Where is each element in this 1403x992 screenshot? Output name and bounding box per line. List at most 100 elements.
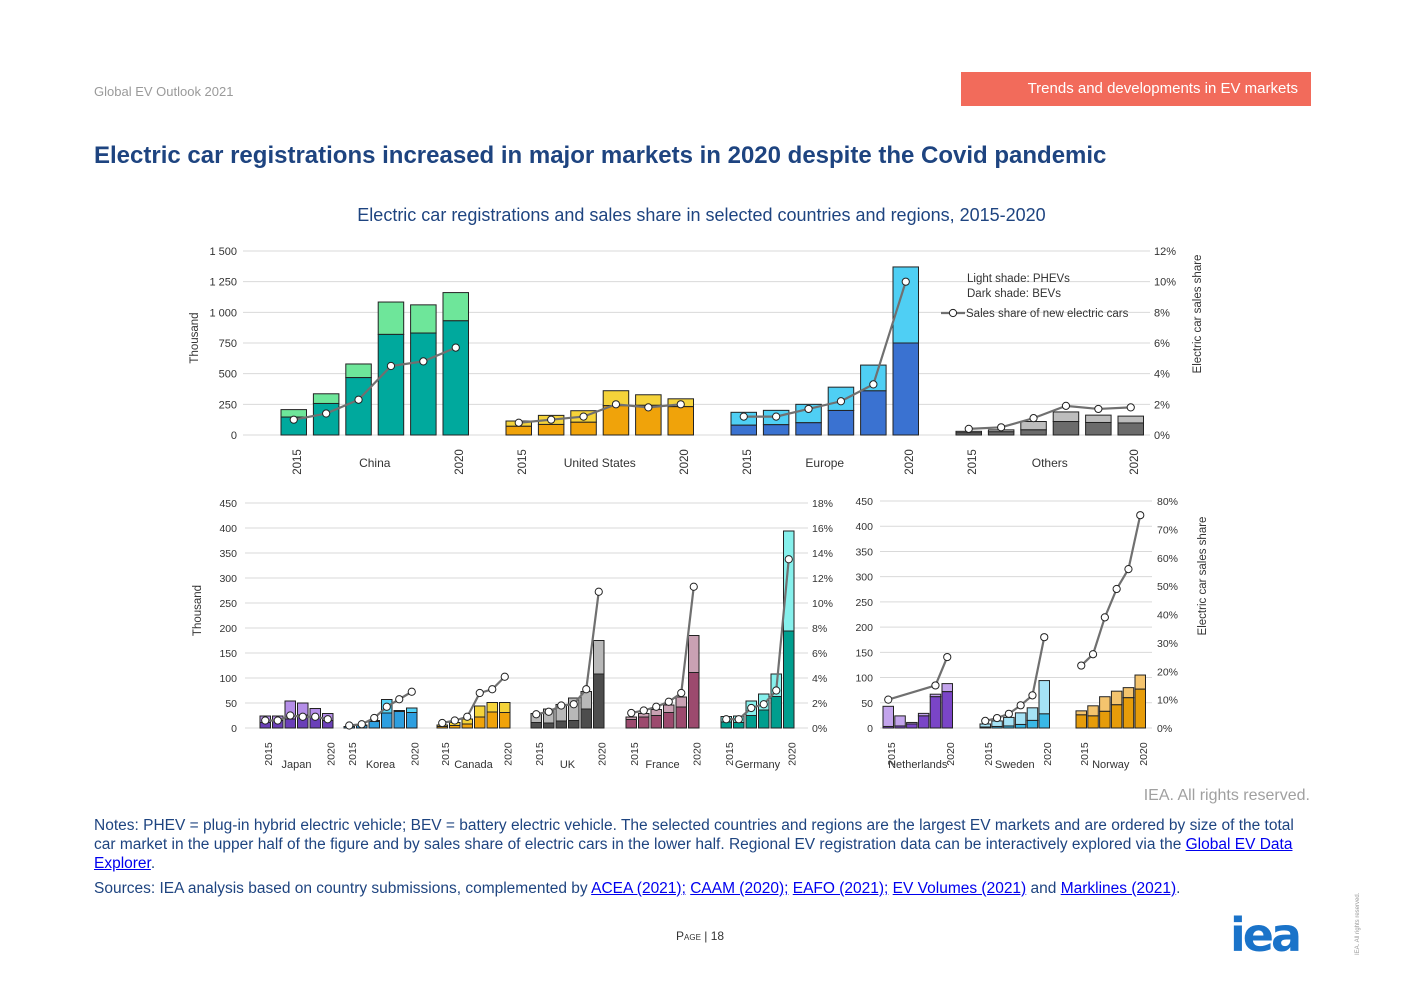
year-label: 2020 xyxy=(410,742,422,766)
year-label: 2015 xyxy=(263,742,275,766)
bev-bar xyxy=(638,716,650,729)
sales-share-point xyxy=(547,415,556,424)
bev-bar xyxy=(941,691,953,729)
sales-share-point xyxy=(569,700,578,709)
notes-text: Notes: PHEV = plug-in hybrid electric ve… xyxy=(94,817,1294,853)
sales-share-point xyxy=(652,702,661,711)
acea-link[interactable]: ACEA (2021); xyxy=(591,880,686,897)
y2-tick-label: 6% xyxy=(1154,338,1170,350)
y2-tick-label: 0% xyxy=(1157,723,1172,735)
ev-volumes-link[interactable]: EV Volumes (2021) xyxy=(892,880,1027,897)
sales-share-point xyxy=(1100,613,1109,622)
phev-bar xyxy=(1117,415,1144,424)
year-label: 2015 xyxy=(347,742,359,766)
bev-bar xyxy=(537,423,565,436)
page-label: Page xyxy=(676,929,701,943)
sales-share-point xyxy=(582,685,591,694)
phev-bar xyxy=(1122,687,1135,699)
bev-bar xyxy=(667,406,694,436)
notes-paragraph: Notes: PHEV = plug-in hybrid electric ve… xyxy=(94,817,1294,872)
phev-bar xyxy=(1075,710,1087,716)
sales-share-point xyxy=(943,652,952,662)
year-label: 2015 xyxy=(886,742,898,766)
year-label: 2015 xyxy=(440,742,452,766)
year-label: 2015 xyxy=(629,742,641,766)
bev-bar xyxy=(1026,719,1039,729)
bev-bar xyxy=(580,708,592,729)
bev-bar xyxy=(474,716,486,729)
bev-bar xyxy=(410,332,437,436)
sales-share-point xyxy=(931,681,940,690)
sales-share-point xyxy=(664,697,673,706)
sales-share-point xyxy=(322,409,331,418)
bev-bar xyxy=(770,696,782,729)
y2-tick-label: 2% xyxy=(1154,399,1170,411)
y-tick-label: 300 xyxy=(855,572,873,584)
legend-phev: Light shade: PHEVs xyxy=(967,273,1070,285)
sales-share-point xyxy=(722,715,731,724)
y-tick-label: 1 000 xyxy=(209,307,237,319)
bev-bar xyxy=(1075,714,1087,729)
bev-bar xyxy=(602,405,630,436)
bev-bar xyxy=(929,696,942,729)
iea-logo: iea xyxy=(1230,908,1302,962)
y2-tick-label: 10% xyxy=(1154,277,1176,289)
phev-bar xyxy=(941,683,953,693)
legend-sales-share: Sales share of new electric cars xyxy=(966,308,1129,320)
y2-tick-label: 30% xyxy=(1157,638,1178,650)
sales-share-point xyxy=(759,700,768,709)
chart-title: Electric car registrations and sales sha… xyxy=(357,205,1046,225)
bev-bar xyxy=(860,390,887,436)
sales-share-point xyxy=(289,415,298,424)
y-axis-title: Thousand xyxy=(189,312,201,363)
sales-share-point xyxy=(382,702,391,711)
sales-share-point xyxy=(772,686,781,695)
y-tick-label: 200 xyxy=(855,622,873,634)
y2-tick-label: 8% xyxy=(1154,307,1170,319)
sales-share-point xyxy=(639,706,648,715)
phev-bar xyxy=(345,363,372,379)
copyright-note: IEA. All rights reserved. xyxy=(1143,787,1310,804)
phev-bar xyxy=(783,530,795,632)
year-label: 2020 xyxy=(945,742,957,766)
bev-bar xyxy=(381,712,393,729)
y2-tick-label: 8% xyxy=(812,623,827,635)
bev-bar xyxy=(461,723,473,729)
phev-bar xyxy=(377,301,405,335)
sales-share-point xyxy=(475,688,484,698)
sales-share-point xyxy=(357,720,366,729)
sales-share-point xyxy=(901,277,910,286)
bev-bar xyxy=(449,725,461,729)
marklines-link[interactable]: Marklines (2021) xyxy=(1060,880,1177,897)
phev-bar xyxy=(312,393,340,404)
group-name: Germany xyxy=(735,759,781,771)
year-label: 2015 xyxy=(742,449,754,475)
sales-share-point xyxy=(386,361,396,371)
sources-paragraph: Sources: IEA analysis based on country s… xyxy=(94,880,1181,897)
sales-share-line xyxy=(293,346,457,421)
y-tick-label: 150 xyxy=(855,647,873,659)
bev-bar xyxy=(882,725,894,729)
phev-bar xyxy=(442,292,469,322)
ev-data-explorer-link[interactable]: Global EV Data Explorer xyxy=(94,836,1293,872)
phev-bar xyxy=(1052,411,1080,423)
sales-share-line xyxy=(1080,514,1142,667)
sales-share-point xyxy=(1040,633,1049,642)
year-label: 2020 xyxy=(454,449,466,475)
bev-bar xyxy=(991,725,1003,729)
group-name: United States xyxy=(564,456,636,470)
sales-share-point xyxy=(747,703,756,713)
phev-bar xyxy=(1110,690,1123,706)
bev-bar xyxy=(1122,697,1135,729)
y-tick-label: 300 xyxy=(219,573,237,585)
phev-bar xyxy=(410,304,437,334)
sales-share-point xyxy=(488,685,497,694)
phev-bar xyxy=(1026,707,1039,721)
eafo-link[interactable]: EAFO (2021); xyxy=(792,880,889,897)
bev-bar xyxy=(1117,422,1144,436)
sales-share-point xyxy=(370,713,379,723)
y-tick-label: 350 xyxy=(855,546,873,558)
caam-link[interactable]: CAAM (2020); xyxy=(690,880,789,897)
sales-share-point xyxy=(1029,414,1038,423)
group-name: Japan xyxy=(282,759,312,771)
